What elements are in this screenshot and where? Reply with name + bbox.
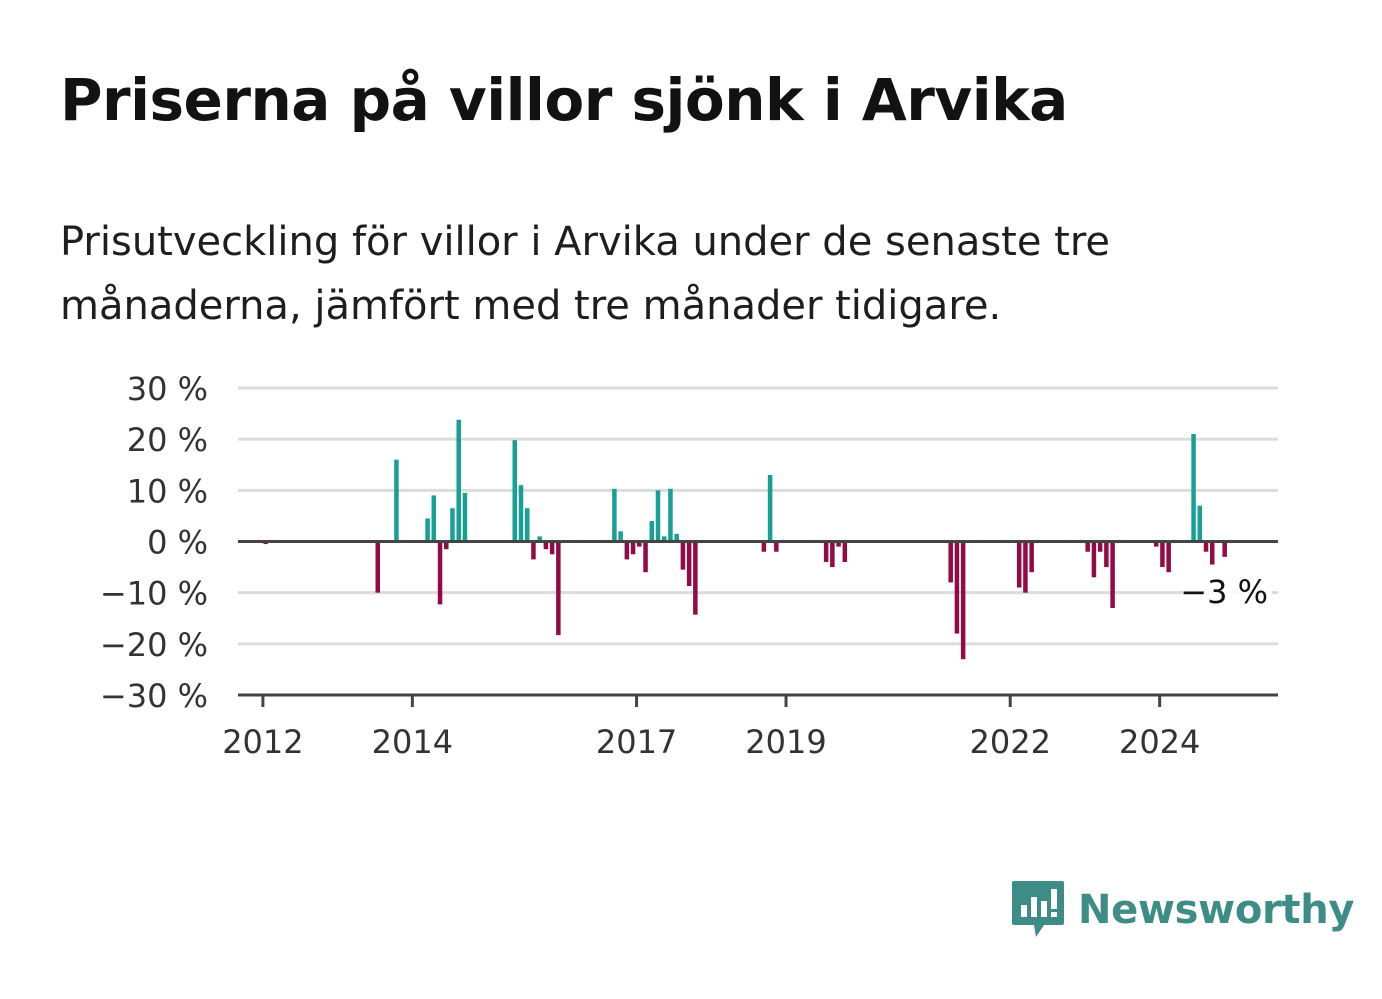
y-tick-label: −30 %: [100, 677, 208, 715]
bar: [624, 541, 630, 560]
chart-title: Priserna på villor sjönk i Arvika: [60, 66, 1068, 134]
y-tick-label: 30 %: [127, 370, 208, 408]
bar: [1160, 541, 1165, 568]
bar: [842, 541, 848, 562]
bar: [456, 419, 461, 542]
bar: [618, 531, 623, 542]
bar: [693, 541, 698, 615]
bar: [531, 541, 536, 560]
bar: [674, 533, 679, 542]
bar-chart-speech-bubble-icon: [1012, 881, 1064, 937]
bar: [1209, 541, 1215, 565]
bar: [437, 541, 443, 605]
axes: [238, 540, 1278, 697]
bar: [761, 541, 767, 552]
bar: [630, 541, 636, 555]
bar: [830, 541, 835, 568]
bar: [1166, 541, 1171, 573]
y-tick-label: 10 %: [127, 472, 208, 510]
bar: [556, 541, 561, 636]
bar: [661, 536, 667, 542]
bar: [637, 541, 642, 547]
x-tick-label: 2019: [745, 723, 826, 761]
bar: [823, 541, 829, 562]
bar: [524, 508, 530, 542]
bar: [394, 459, 399, 542]
x-tick-label: 2024: [1119, 723, 1200, 761]
bar: [1153, 541, 1159, 547]
x-tick-label: 2012: [222, 723, 303, 761]
last-value-label: −3 %: [1180, 573, 1268, 611]
x-tick-label: 2022: [969, 723, 1050, 761]
bar: [375, 541, 381, 593]
bar: [1104, 541, 1109, 568]
bar: [954, 541, 960, 634]
bar: [643, 541, 648, 573]
bar: [1029, 541, 1034, 573]
bar: [543, 541, 549, 550]
y-tick-label: −20 %: [100, 626, 208, 664]
bar: [549, 541, 555, 555]
y-tick-label: 0 %: [147, 524, 208, 562]
bar: [668, 488, 673, 542]
bar: [462, 492, 468, 542]
brand-name: Newsworthy: [1078, 887, 1355, 933]
bar: [1097, 541, 1103, 552]
bar: [425, 518, 430, 542]
bar: [518, 485, 524, 542]
bar: [1110, 541, 1115, 609]
bar: [774, 541, 779, 552]
bar: [537, 536, 542, 542]
bar: [444, 541, 449, 550]
bar: [1023, 541, 1028, 593]
bar: [1197, 505, 1203, 542]
bar: [649, 521, 655, 542]
bar: [512, 440, 518, 542]
bars: [263, 419, 1227, 660]
annotation-background: [1184, 572, 1272, 613]
bar: [836, 541, 841, 547]
chart-subtitle: Prisutveckling för villor i Arvika under…: [60, 219, 1111, 329]
bar: [1222, 541, 1227, 557]
y-tick-label: −10 %: [100, 575, 208, 613]
bar: [450, 508, 455, 542]
bar: [1191, 434, 1196, 542]
grid-lines: [238, 386, 1278, 646]
bar: [686, 541, 692, 587]
bar: [767, 474, 773, 542]
bar: [1203, 541, 1209, 552]
bar: [431, 495, 437, 542]
x-axis-ticks: 2012 2014 2017 2019 2022 2024: [222, 695, 1200, 761]
price-change-bar-chart: 30 %20 %10 %0 %−10 %−20 %−30 % 2012 2014 2…: [100, 370, 1278, 761]
bar: [612, 488, 617, 542]
bar: [948, 541, 953, 583]
bar: [655, 490, 661, 542]
y-axis-tick-labels: 30 % 20 % 10 % 0 % −10 % −20 % −30 %: [100, 370, 208, 715]
x-tick-label: 2014: [372, 723, 453, 761]
x-tick-label: 2017: [596, 723, 677, 761]
bar: [1091, 541, 1097, 578]
bar: [1085, 541, 1090, 552]
annotations: −3 %: [1180, 572, 1272, 613]
bar: [1016, 541, 1022, 588]
newsworthy-logo: Newsworthy: [1010, 878, 1355, 942]
y-tick-label: 20 %: [127, 421, 208, 459]
bar: [680, 541, 686, 570]
bar: [960, 541, 966, 660]
